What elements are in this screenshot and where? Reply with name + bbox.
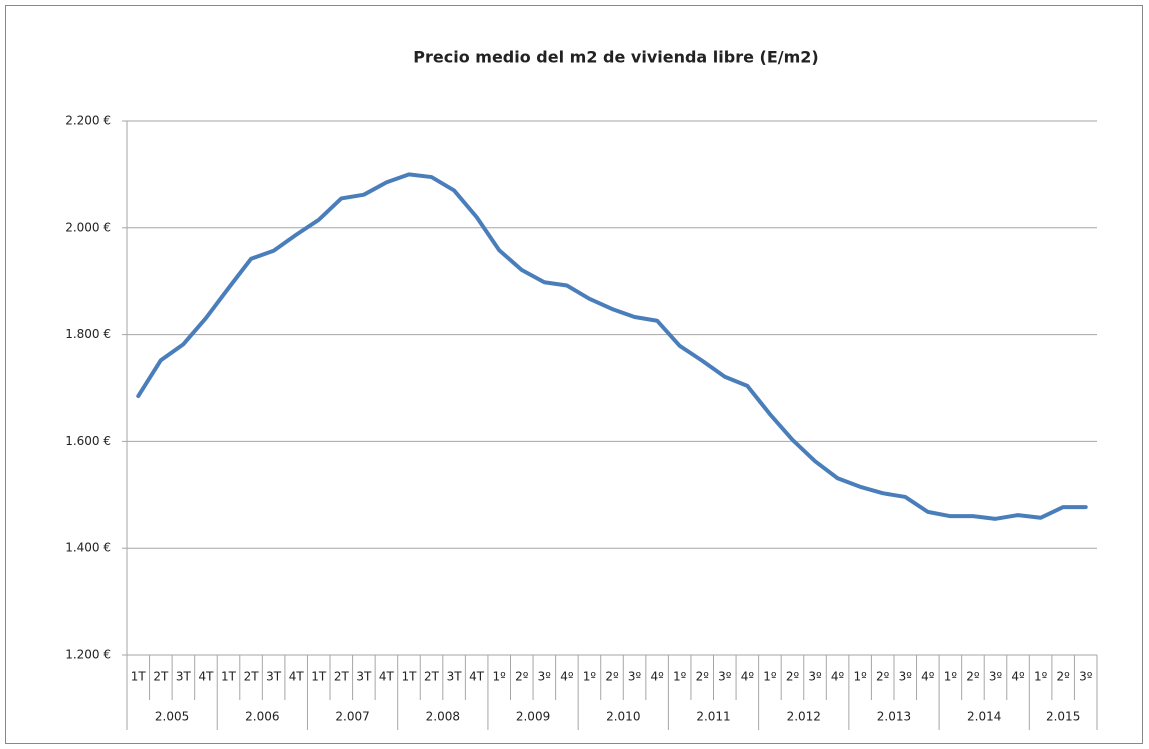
x-tick-label: 1º bbox=[1034, 670, 1048, 684]
x-tick-label: 2º bbox=[515, 670, 529, 684]
x-tick-label: 2º bbox=[696, 670, 710, 684]
x-tick-label: 3º bbox=[899, 670, 913, 684]
x-tick-label: 1º bbox=[673, 670, 687, 684]
x-tick-label: 3º bbox=[808, 670, 822, 684]
x-group-label: 2.008 bbox=[426, 710, 460, 724]
x-tick-label: 4º bbox=[831, 670, 845, 684]
x-tick-label: 1T bbox=[131, 670, 147, 684]
y-tick-label: 1.600 € bbox=[65, 434, 111, 448]
x-tick-label: 1º bbox=[493, 670, 507, 684]
x-tick-label: 2º bbox=[1057, 670, 1071, 684]
y-tick-label: 1.200 € bbox=[65, 648, 111, 662]
x-tick-label: 1º bbox=[944, 670, 958, 684]
x-group-label: 2.006 bbox=[245, 710, 279, 724]
x-group-label: 2.013 bbox=[877, 710, 911, 724]
x-tick-label: 3T bbox=[447, 670, 463, 684]
x-tick-label: 1º bbox=[583, 670, 597, 684]
chart-title: Precio medio del m2 de vivienda libre (E… bbox=[413, 48, 818, 67]
x-tick-label: 4T bbox=[379, 670, 395, 684]
x-tick-label: 2T bbox=[153, 670, 169, 684]
chart-border bbox=[5, 5, 1143, 744]
x-tick-label: 4º bbox=[741, 670, 755, 684]
x-tick-label: 2T bbox=[244, 670, 260, 684]
x-tick-label: 3º bbox=[1079, 670, 1093, 684]
x-tick-label: 4T bbox=[289, 670, 305, 684]
x-tick-label: 3T bbox=[356, 670, 372, 684]
x-group-label: 2.005 bbox=[155, 710, 189, 724]
x-tick-label: 4T bbox=[469, 670, 485, 684]
x-tick-label: 1º bbox=[763, 670, 777, 684]
x-tick-label: 3º bbox=[989, 670, 1003, 684]
x-tick-label: 3T bbox=[266, 670, 282, 684]
x-tick-label: 2º bbox=[786, 670, 800, 684]
x-tick-label: 3º bbox=[538, 670, 552, 684]
y-tick-label: 1.800 € bbox=[65, 327, 111, 341]
x-tick-label: 4º bbox=[1011, 670, 1025, 684]
x-tick-label: 4º bbox=[560, 670, 574, 684]
x-tick-label: 2º bbox=[876, 670, 890, 684]
x-tick-label: 1T bbox=[311, 670, 327, 684]
x-tick-label: 1T bbox=[401, 670, 417, 684]
x-tick-label: 2º bbox=[605, 670, 619, 684]
x-tick-label: 1T bbox=[221, 670, 237, 684]
x-group-label: 2.014 bbox=[967, 710, 1001, 724]
x-group-label: 2.015 bbox=[1046, 710, 1080, 724]
x-group-label: 2.010 bbox=[606, 710, 640, 724]
y-tick-label: 2.000 € bbox=[65, 220, 111, 234]
y-tick-label: 2.200 € bbox=[65, 114, 111, 128]
x-group-label: 2.012 bbox=[787, 710, 821, 724]
x-tick-label: 3º bbox=[718, 670, 732, 684]
x-tick-label: 3T bbox=[176, 670, 192, 684]
x-tick-label: 2º bbox=[966, 670, 980, 684]
x-group-label: 2.011 bbox=[696, 710, 730, 724]
x-tick-label: 2T bbox=[334, 670, 350, 684]
x-tick-label: 1º bbox=[853, 670, 867, 684]
y-tick-label: 1.400 € bbox=[65, 541, 111, 555]
x-tick-label: 4º bbox=[650, 670, 664, 684]
x-group-label: 2.009 bbox=[516, 710, 550, 724]
x-tick-label: 3º bbox=[628, 670, 642, 684]
data-line bbox=[136, 172, 1088, 521]
x-tick-label: 4T bbox=[198, 670, 214, 684]
x-group-label: 2.007 bbox=[335, 710, 369, 724]
x-tick-label: 2T bbox=[424, 670, 440, 684]
x-tick-label: 4º bbox=[921, 670, 935, 684]
